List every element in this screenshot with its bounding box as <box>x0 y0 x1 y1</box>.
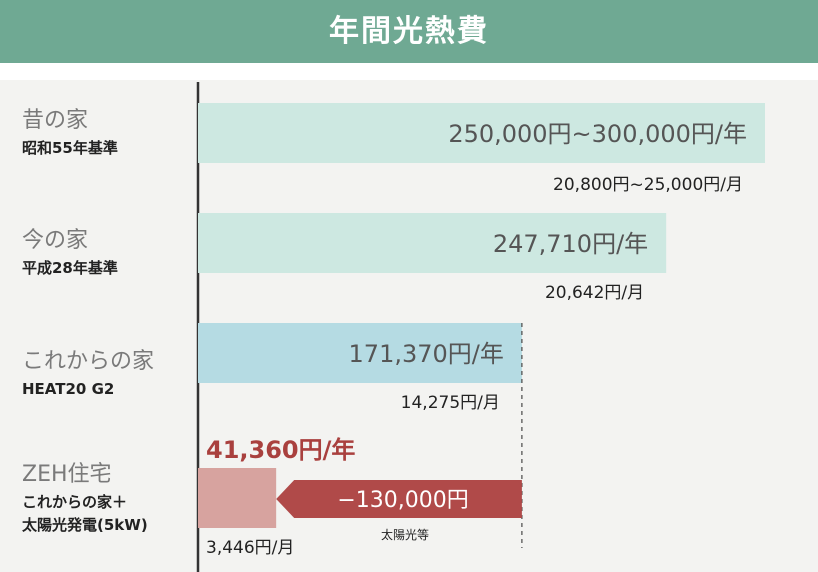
category-label: 今の家 <box>22 228 88 253</box>
category-label: 昔の家 <box>22 108 88 133</box>
solar-offset-label: −130,000円 <box>337 488 468 513</box>
bar <box>198 213 667 273</box>
category-sublabel: HEAT20 G2 <box>22 380 114 398</box>
bar-value-label: 247,710円/年 <box>493 230 648 258</box>
category-sublabel: 昭和55年基準 <box>22 139 118 157</box>
bar <box>198 468 277 528</box>
bar-value-label: 171,370円/年 <box>349 340 504 368</box>
solar-offset-caption: 太陽光等 <box>381 527 429 542</box>
category-sublabel: これからの家＋ <box>22 493 127 511</box>
solar-offset-arrow <box>276 480 522 518</box>
page-title: 年間光熱費 <box>329 14 489 49</box>
bar-value-label: 41,360円/年 <box>206 436 355 464</box>
header-bar: 年間光熱費 <box>0 0 818 63</box>
monthly-label: 20,642円/月 <box>545 283 644 303</box>
bar <box>198 103 765 163</box>
category-label: これからの家 <box>22 349 154 374</box>
bar <box>198 323 522 383</box>
monthly-label: 3,446円/月 <box>206 538 294 558</box>
monthly-label: 20,800円~25,000円/月 <box>553 175 743 195</box>
category-label: ZEH住宅 <box>22 462 112 487</box>
category-sublabel: 平成28年基準 <box>22 259 118 277</box>
bar-value-label: 250,000円~300,000円/年 <box>448 120 747 148</box>
monthly-label: 14,275円/月 <box>401 393 500 413</box>
category-sublabel: 太陽光発電(5kW) <box>22 516 148 534</box>
